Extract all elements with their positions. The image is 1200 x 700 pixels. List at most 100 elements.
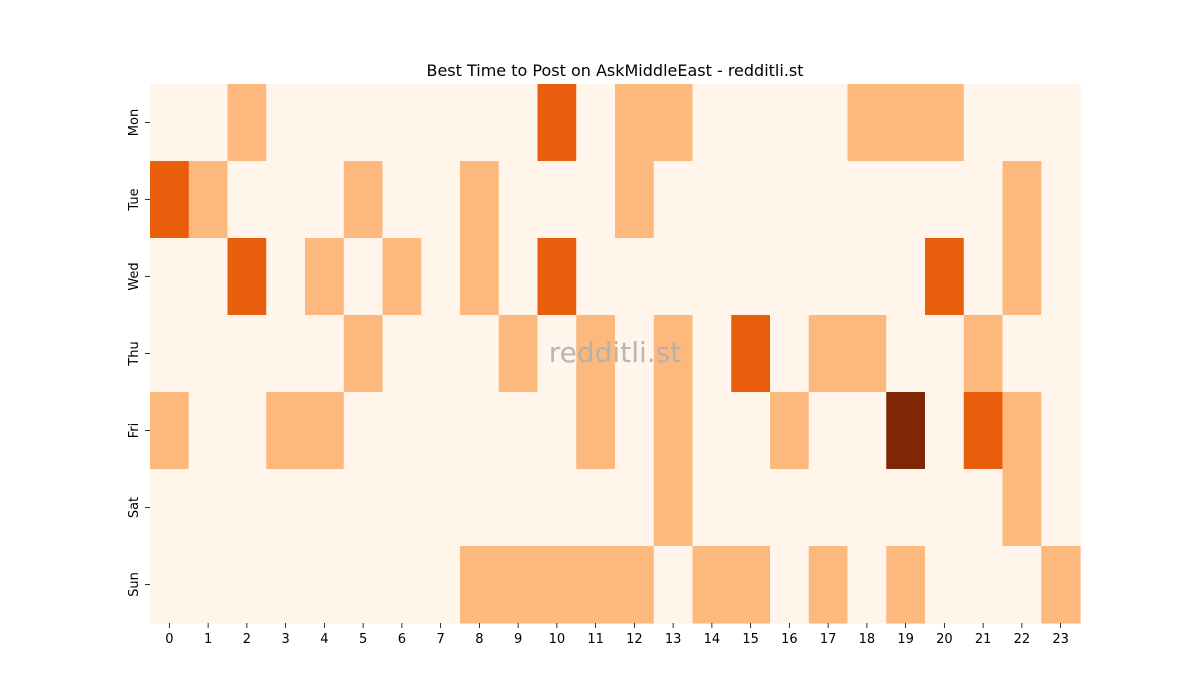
- heatmap-cell-sat-20: [925, 469, 965, 547]
- heatmap-cell-wed-20: [925, 238, 965, 316]
- x-tick-label: 0: [165, 632, 173, 647]
- heatmap-cell-fri-20: [925, 392, 965, 470]
- heatmap-cell-wed-0: [150, 238, 190, 316]
- heatmap-cell-wed-21: [963, 238, 1004, 316]
- heatmap-cell-wed-3: [266, 238, 306, 316]
- heatmap-cell-wed-7: [421, 238, 461, 316]
- heatmap-cell-mon-7: [421, 84, 461, 162]
- x-tick-label: 12: [626, 632, 643, 647]
- heatmap-cell-fri-19: [886, 392, 926, 470]
- heatmap-cell-tue-19: [886, 161, 926, 239]
- heatmap-cell-tue-20: [925, 161, 965, 239]
- heatmap-cell-fri-14: [692, 392, 732, 470]
- heatmap-cell-tue-5: [343, 161, 384, 239]
- heatmap-cell-sun-21: [963, 546, 1004, 624]
- heatmap-cell-sun-20: [925, 546, 965, 624]
- x-tick-label: 2: [243, 632, 251, 647]
- heatmap-cell-sat-0: [150, 469, 190, 547]
- heatmap-cell-tue-23: [1041, 161, 1081, 239]
- heatmap-cell-sun-17: [808, 546, 849, 624]
- heatmap-cell-wed-8: [460, 238, 500, 316]
- heatmap-cell-fri-2: [227, 392, 267, 470]
- x-tick-label: 19: [897, 632, 914, 647]
- heatmap-cell-thu-18: [847, 315, 887, 393]
- heatmap-cell-fri-0: [150, 392, 190, 470]
- y-axis: Mon Tue Wed Thu Fri Sat Sun: [127, 109, 150, 597]
- y-tick-label: Fri: [127, 423, 142, 439]
- x-tick-label: 14: [704, 632, 721, 647]
- heatmap-cell-wed-15: [731, 238, 771, 316]
- heatmap-cells: [150, 84, 1081, 624]
- heatmap-cell-tue-3: [266, 161, 306, 239]
- heatmap-cell-sat-7: [421, 469, 461, 547]
- heatmap-cell-sat-13: [653, 469, 694, 547]
- heatmap-cell-tue-7: [421, 161, 461, 239]
- heatmap-cell-tue-9: [498, 161, 539, 239]
- x-tick-label: 7: [436, 632, 444, 647]
- heatmap-cell-sun-0: [150, 546, 190, 624]
- heatmap-cell-tue-1: [188, 161, 229, 239]
- heatmap-cell-sun-22: [1002, 546, 1042, 624]
- heatmap-cell-mon-4: [305, 84, 345, 162]
- heatmap-cell-tue-8: [460, 161, 500, 239]
- heatmap-cell-wed-1: [188, 238, 229, 316]
- heatmap-cell-wed-12: [615, 238, 655, 316]
- heatmap-cell-thu-16: [770, 315, 810, 393]
- heatmap-cell-mon-14: [692, 84, 732, 162]
- heatmap-cell-mon-16: [770, 84, 810, 162]
- heatmap-cell-tue-12: [615, 161, 655, 239]
- heatmap-cell-mon-13: [653, 84, 694, 162]
- heatmap-cell-fri-1: [188, 392, 229, 470]
- heatmap-cell-mon-12: [615, 84, 655, 162]
- heatmap-cell-tue-14: [692, 161, 732, 239]
- heatmap-cell-thu-21: [963, 315, 1004, 393]
- heatmap-cell-mon-15: [731, 84, 771, 162]
- heatmap-cell-mon-23: [1041, 84, 1081, 162]
- heatmap-cell-sat-23: [1041, 469, 1081, 547]
- x-tick-label: 11: [587, 632, 604, 647]
- x-tick-label: 23: [1052, 632, 1069, 647]
- y-tick-label: Sun: [127, 572, 142, 597]
- heatmap-cell-thu-7: [421, 315, 461, 393]
- heatmap-cell-tue-2: [227, 161, 267, 239]
- heatmap-cell-wed-17: [808, 238, 849, 316]
- heatmap-cell-thu-17: [808, 315, 849, 393]
- heatmap-cell-wed-16: [770, 238, 810, 316]
- heatmap-cell-mon-10: [537, 84, 577, 162]
- heatmap-cell-mon-19: [886, 84, 926, 162]
- heatmap-cell-fri-10: [537, 392, 577, 470]
- heatmap-cell-thu-13: [653, 315, 694, 393]
- heatmap-cell-tue-15: [731, 161, 771, 239]
- x-tick-label: 9: [514, 632, 522, 647]
- heatmap-cell-sun-15: [731, 546, 771, 624]
- x-tick-label: 13: [665, 632, 682, 647]
- heatmap-cell-sat-1: [188, 469, 229, 547]
- x-tick-label: 6: [398, 632, 406, 647]
- x-tick-label: 16: [781, 632, 798, 647]
- heatmap-cell-tue-11: [576, 161, 616, 239]
- heatmap-cell-thu-5: [343, 315, 384, 393]
- y-tick-label: Mon: [127, 109, 142, 136]
- heatmap-cell-mon-8: [460, 84, 500, 162]
- heatmap-cell-sat-2: [227, 469, 267, 547]
- heatmap-cell-sun-8: [460, 546, 500, 624]
- heatmap-cell-wed-6: [382, 238, 422, 316]
- heatmap-cell-wed-19: [886, 238, 926, 316]
- watermark-text: redditli.st: [549, 336, 681, 369]
- heatmap-cell-sat-11: [576, 469, 616, 547]
- heatmap-cell-fri-22: [1002, 392, 1042, 470]
- heatmap-cell-thu-20: [925, 315, 965, 393]
- heatmap-cell-thu-6: [382, 315, 422, 393]
- heatmap-cell-fri-21: [963, 392, 1004, 470]
- heatmap-cell-mon-17: [808, 84, 849, 162]
- heatmap-cell-thu-22: [1002, 315, 1042, 393]
- heatmap-cell-sat-15: [731, 469, 771, 547]
- heatmap-cell-fri-7: [421, 392, 461, 470]
- heatmap-cell-fri-9: [498, 392, 539, 470]
- heatmap-cell-fri-23: [1041, 392, 1081, 470]
- heatmap-cell-sat-4: [305, 469, 345, 547]
- heatmap-cell-thu-0: [150, 315, 190, 393]
- heatmap-cell-wed-14: [692, 238, 732, 316]
- heatmap-cell-mon-22: [1002, 84, 1042, 162]
- y-tick-label: Wed: [127, 262, 142, 290]
